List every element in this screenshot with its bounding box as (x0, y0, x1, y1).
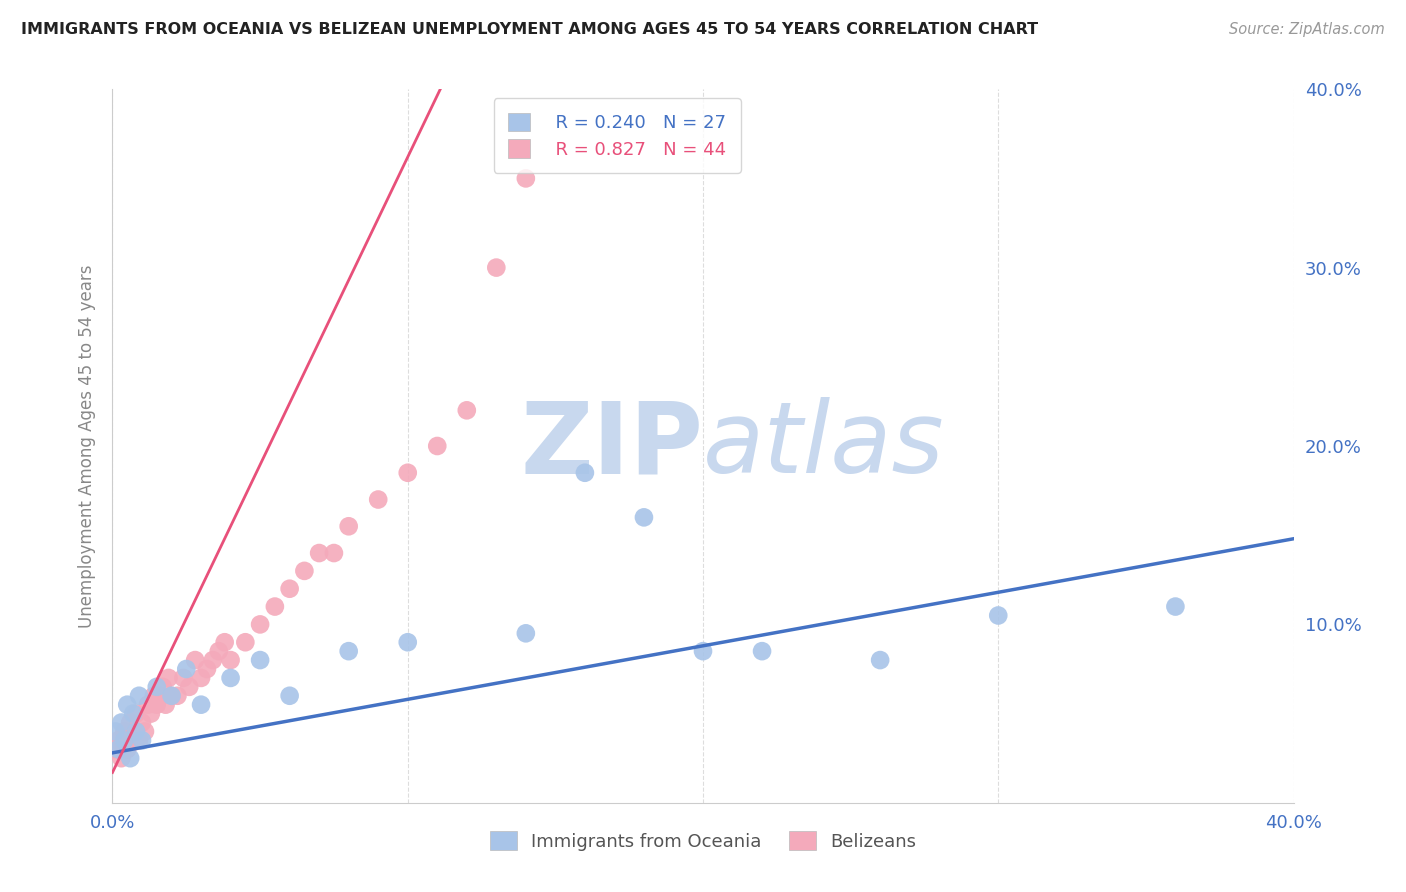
Point (120, 715, 142, 730)
Point (155, 698, 177, 712)
Point (104, 742, 127, 756)
Point (172, 671, 194, 685)
Point (160, 689, 183, 703)
Point (107, 742, 129, 756)
Point (249, 653, 271, 667)
Point (456, 403, 478, 417)
Point (323, 546, 346, 560)
Point (110, 715, 132, 730)
Text: atlas: atlas (703, 398, 945, 494)
Point (396, 466, 419, 480)
Point (107, 733, 129, 747)
Point (122, 724, 145, 739)
Point (1164, 599, 1187, 614)
Point (396, 635, 419, 649)
Text: ZIP: ZIP (520, 398, 703, 494)
Point (426, 439, 449, 453)
Point (184, 653, 207, 667)
Point (264, 599, 287, 614)
Point (117, 742, 138, 756)
Point (131, 715, 153, 730)
Point (160, 689, 183, 703)
Point (117, 698, 138, 712)
Point (219, 653, 242, 667)
Point (987, 608, 1010, 623)
Point (574, 466, 596, 480)
Point (249, 617, 271, 632)
Point (146, 680, 169, 694)
Point (367, 492, 389, 507)
Point (233, 635, 256, 649)
Point (515, 626, 537, 640)
Point (515, 171, 537, 186)
Point (128, 689, 150, 703)
Point (134, 724, 156, 739)
Point (692, 644, 714, 658)
Point (278, 689, 301, 703)
Point (157, 671, 180, 685)
Text: IMMIGRANTS FROM OCEANIA VS BELIZEAN UNEMPLOYMENT AMONG AGES 45 TO 54 YEARS CORRE: IMMIGRANTS FROM OCEANIA VS BELIZEAN UNEM… (21, 22, 1038, 37)
Point (112, 733, 135, 747)
Point (122, 706, 145, 721)
Point (112, 724, 135, 739)
Point (125, 706, 148, 721)
Point (214, 635, 236, 649)
Point (104, 724, 127, 739)
Point (120, 751, 142, 765)
Point (751, 644, 773, 658)
Point (337, 644, 360, 658)
Point (292, 564, 315, 578)
Point (195, 662, 218, 676)
Point (149, 689, 172, 703)
Point (869, 653, 891, 667)
Point (166, 689, 188, 703)
Point (337, 519, 360, 533)
Legend: Immigrants from Oceania, Belizeans: Immigrants from Oceania, Belizeans (482, 824, 924, 858)
Point (308, 546, 330, 560)
Point (128, 733, 150, 747)
Point (633, 510, 655, 524)
Point (125, 724, 148, 739)
Point (179, 680, 201, 694)
Point (139, 706, 162, 721)
Point (146, 698, 169, 712)
Point (208, 644, 231, 658)
Point (152, 680, 174, 694)
Text: Source: ZipAtlas.com: Source: ZipAtlas.com (1229, 22, 1385, 37)
Point (485, 260, 508, 275)
Point (190, 671, 212, 685)
Point (136, 698, 159, 712)
Point (190, 698, 212, 712)
Point (142, 689, 165, 703)
Y-axis label: Unemployment Among Ages 45 to 54 years: Unemployment Among Ages 45 to 54 years (77, 264, 96, 628)
Point (278, 582, 301, 596)
Point (131, 733, 153, 747)
Point (201, 653, 224, 667)
Point (110, 751, 132, 765)
Point (219, 671, 242, 685)
Point (174, 662, 197, 676)
